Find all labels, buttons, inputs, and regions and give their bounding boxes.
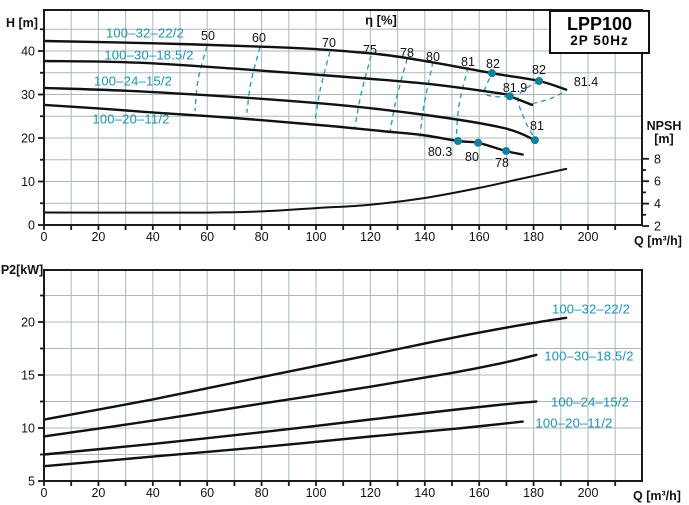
plot-border bbox=[43, 269, 643, 482]
efficiency-contour bbox=[389, 58, 408, 133]
efficiency-dot bbox=[453, 137, 462, 146]
x-tick-label: 120 bbox=[360, 230, 381, 244]
efficiency-contour bbox=[314, 51, 331, 123]
efficiency-contour bbox=[419, 61, 434, 137]
title-box: LPP100 2P 50Hz bbox=[549, 10, 650, 54]
head-curve bbox=[42, 86, 537, 142]
x-tick-label: 200 bbox=[578, 486, 599, 500]
y-tick-label: 10 bbox=[21, 175, 35, 189]
pump-spec: 2P 50Hz bbox=[570, 33, 629, 49]
curve-label-100-24-15-top: 100–24–15/2 bbox=[93, 73, 173, 89]
efficiency-point-label: 78 bbox=[495, 156, 509, 170]
efficiency-contour-label: 50 bbox=[201, 29, 215, 43]
efficiency-point-label: 80.3 bbox=[428, 145, 452, 159]
power-curve bbox=[42, 316, 568, 421]
efficiency-dot bbox=[530, 136, 539, 145]
efficiency-dot bbox=[474, 138, 483, 147]
x-tick-label: 180 bbox=[523, 486, 544, 500]
x-tick-label: 200 bbox=[578, 230, 599, 244]
power-curve bbox=[42, 400, 538, 456]
curve-label-100-32-22-top: 100–32–22/2 bbox=[105, 25, 185, 41]
curve-label-100-20-11-top: 100–20–11/2 bbox=[92, 111, 170, 127]
efficiency-point-label: 82 bbox=[532, 63, 546, 77]
efficiency-contour bbox=[517, 80, 540, 140]
x-tick-label: 40 bbox=[146, 230, 160, 244]
x-tick-label: 60 bbox=[200, 486, 214, 500]
x-tick-label: 20 bbox=[91, 486, 105, 500]
efficiency-dot bbox=[502, 147, 511, 156]
efficiency-dot bbox=[505, 92, 514, 101]
x-tick-label: 60 bbox=[200, 230, 214, 244]
efficiency-contour bbox=[246, 46, 261, 113]
x-tick-label: 100 bbox=[306, 230, 327, 244]
npsh-axis-unit: [m] bbox=[654, 132, 674, 146]
efficiency-contour-label: 70 bbox=[322, 36, 336, 50]
top-chart: 0 20 40 60 80 100 120 140 160 180 200 0 10 20 30 40 2 4 6 8… bbox=[21, 9, 661, 244]
x-tick-label: 120 bbox=[360, 486, 381, 500]
y-tick-label: 5 bbox=[28, 475, 35, 489]
efficiency-contour bbox=[194, 46, 208, 112]
x-tick-label: 100 bbox=[306, 486, 327, 500]
npsh-tick-label: 4 bbox=[654, 197, 661, 211]
q-axis-title-top: Q [m³/h] bbox=[634, 234, 682, 248]
efficiency-point-label: 81.9 bbox=[503, 81, 527, 95]
npsh-curve bbox=[43, 167, 568, 214]
curve-label-100-20-11-bottom: 100–20–11/2 bbox=[535, 415, 613, 431]
npsh-tick-label: 2 bbox=[654, 220, 661, 234]
efficiency-contour bbox=[455, 66, 469, 140]
efficiency-dot bbox=[487, 69, 496, 78]
y-tick-label: 0 bbox=[28, 219, 35, 233]
efficiency-contour-label: 82 bbox=[486, 57, 500, 71]
x-tick-label: 160 bbox=[469, 230, 490, 244]
efficiency-contour-label: 60 bbox=[252, 31, 266, 45]
efficiency-point-label: 80 bbox=[465, 150, 479, 164]
eta-axis-title: η [%] bbox=[365, 12, 397, 28]
h-axis-title: H [m] bbox=[6, 16, 38, 30]
x-tick-label: 160 bbox=[469, 486, 490, 500]
npsh-tick-label: 6 bbox=[654, 175, 661, 189]
y-tick-label: 10 bbox=[21, 422, 35, 436]
bottom-chart: 0 20 40 60 80 100 120 140 160 180 200 5 10 15 20 bbox=[21, 269, 643, 500]
y-tick-label: 20 bbox=[21, 316, 35, 330]
y-tick-label: 20 bbox=[21, 132, 35, 146]
x-tick-label: 80 bbox=[255, 230, 269, 244]
q-axis-title-bottom: Q [m³/h] bbox=[633, 489, 681, 503]
y-tick-label: 15 bbox=[21, 369, 35, 383]
x-tick-label: 140 bbox=[414, 486, 435, 500]
x-tick-label: 20 bbox=[91, 230, 105, 244]
efficiency-contour-label: 80 bbox=[426, 50, 440, 64]
power-curve bbox=[42, 353, 538, 438]
efficiency-contour bbox=[354, 55, 372, 128]
x-tick-label: 80 bbox=[255, 486, 269, 500]
power-curve bbox=[42, 420, 524, 468]
curve-label-100-32-22-bottom: 100–32–22/2 bbox=[551, 301, 631, 317]
curve-label-100-30-18-top: 100–30–18.5/2 bbox=[104, 47, 194, 63]
efficiency-contour-label: 81 bbox=[461, 55, 475, 69]
annotation-label: 81.4 bbox=[574, 75, 598, 89]
x-tick-label: 0 bbox=[41, 230, 48, 244]
pump-model: LPP100 bbox=[566, 13, 633, 34]
efficiency-contour bbox=[532, 90, 566, 105]
y-tick-label: 30 bbox=[21, 88, 35, 102]
x-tick-label: 0 bbox=[41, 486, 48, 500]
curve-label-100-24-15-bottom: 100–24–15/2 bbox=[550, 394, 630, 410]
efficiency-dot bbox=[535, 77, 544, 86]
x-tick-label: 140 bbox=[414, 230, 435, 244]
npsh-tick-label: 8 bbox=[654, 152, 661, 166]
plot-border bbox=[43, 9, 643, 226]
head-curve bbox=[42, 103, 524, 156]
x-tick-label: 40 bbox=[146, 486, 160, 500]
p2-axis-title: P2[kW] bbox=[0, 263, 44, 277]
npsh-axis-title: NPSH bbox=[646, 119, 682, 133]
curve-label-100-30-18-bottom: 100–30–18.5/2 bbox=[544, 348, 634, 364]
x-tick-label: 180 bbox=[523, 230, 544, 244]
efficiency-point-label: 81 bbox=[530, 119, 544, 133]
head-curve bbox=[42, 39, 568, 91]
y-tick-label: 40 bbox=[21, 45, 35, 59]
